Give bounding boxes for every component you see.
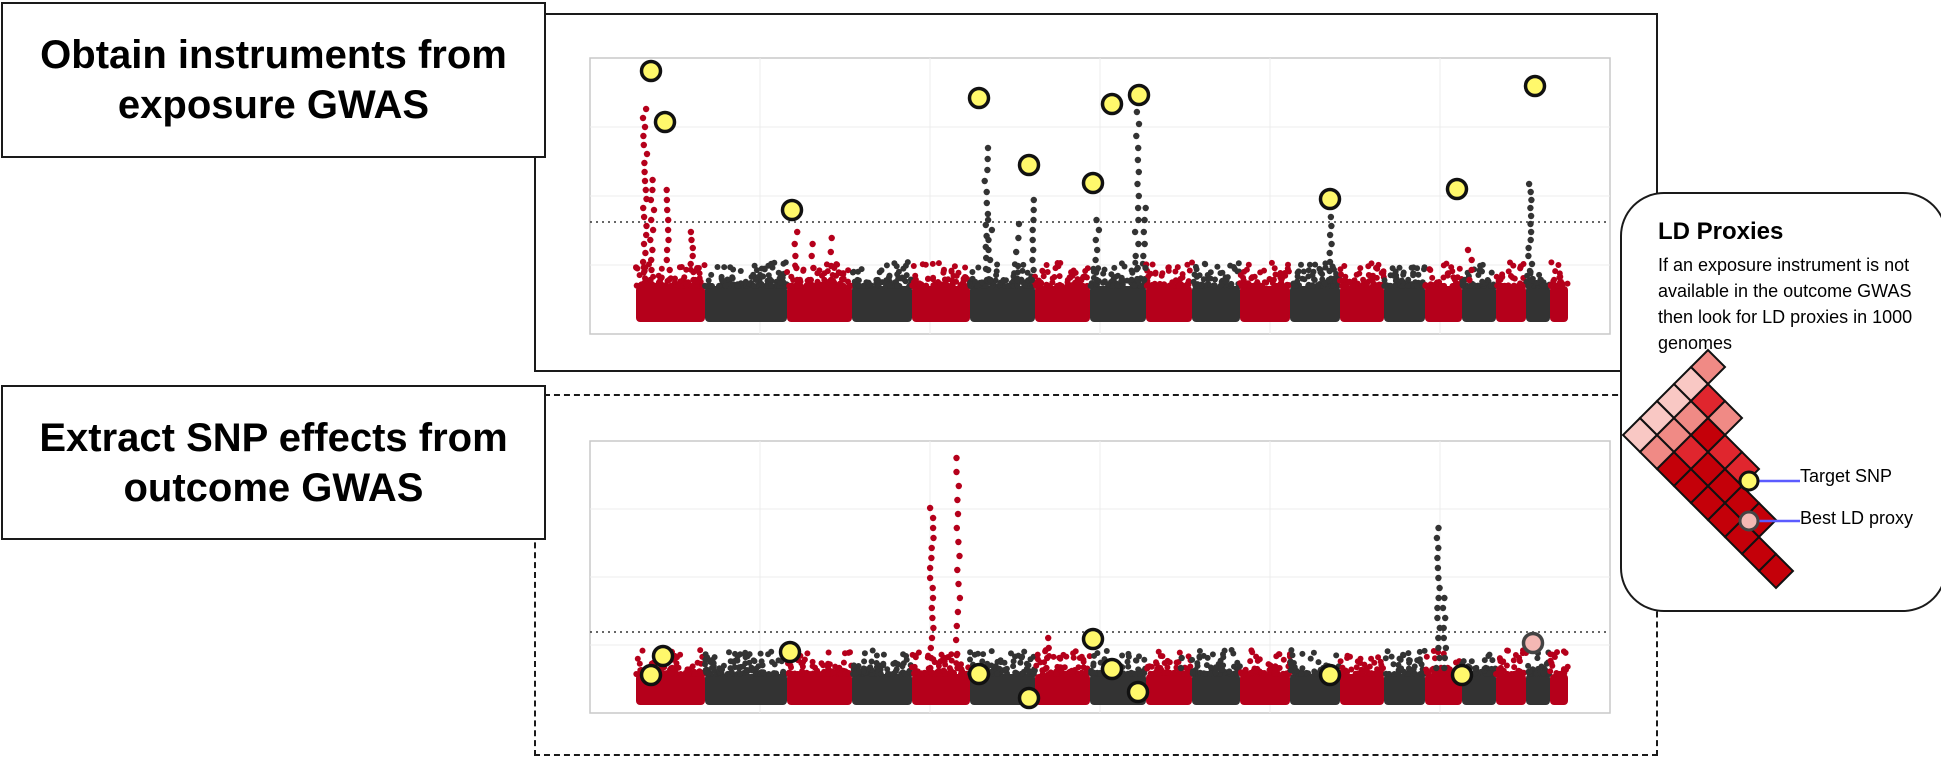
ld-proxies-description: If an exposure instrument is not availab… [1658,255,1913,353]
exposure-manhattan-plot [589,57,1611,335]
instrument-marker-icon [1523,74,1547,98]
instrument-marker-icon [967,662,991,686]
instrument-marker-icon [1081,171,1105,195]
instrument-marker-icon [780,198,804,222]
instrument-marker-icon [1450,663,1474,687]
outcome-manhattan-plot [589,440,1611,714]
instrument-marker-icon [653,110,677,134]
ld-heatmap-icon [1622,348,1800,590]
instrument-marker-icon [1127,83,1151,107]
step-2-line-1: Extract SNP effects from [39,415,508,460]
instrument-marker-icon [1318,663,1342,687]
exposure-snp-points [633,105,1571,322]
instrument-marker-icon [639,59,663,83]
instrument-marker-icon [1738,470,1760,492]
target-snp-label: Target SNP [1800,466,1893,486]
instrument-marker-icon [1100,92,1124,116]
step-1-line-1: Obtain instruments from [40,33,507,77]
instrument-marker-icon [1126,680,1150,704]
step-2-line-2: outcome GWAS [123,465,424,510]
instrument-marker-icon [1318,187,1342,211]
instrument-marker-icon [967,86,991,110]
instrument-marker-icon [639,663,663,687]
instrument-marker-icon [1100,657,1124,681]
instrument-marker-icon [1081,627,1105,651]
ld-proxies-title: LD Proxies [1658,218,1784,245]
step-obtain-instruments: Obtain instruments from exposure GWAS [1,2,546,158]
outcome-instrument-markers [639,627,1545,710]
proxy-marker-icon [1521,631,1545,655]
best-ld-proxy-label: Best LD proxy [1800,508,1914,528]
instrument-marker-icon [1445,177,1469,201]
instrument-marker-icon [651,644,675,668]
instrument-marker-icon [1017,686,1041,710]
ld-proxies-card: LD Proxies If an exposure instrument is … [1620,192,1941,612]
step-1-line-2: exposure GWAS [117,83,430,127]
proxy-marker-icon [1738,510,1760,532]
step-extract-effects: Extract SNP effects from outcome GWAS [1,385,546,540]
instrument-marker-icon [778,640,802,664]
outcome-snp-points [633,454,1571,705]
exposure-instrument-markers [639,59,1547,222]
instrument-marker-icon [1017,153,1041,177]
